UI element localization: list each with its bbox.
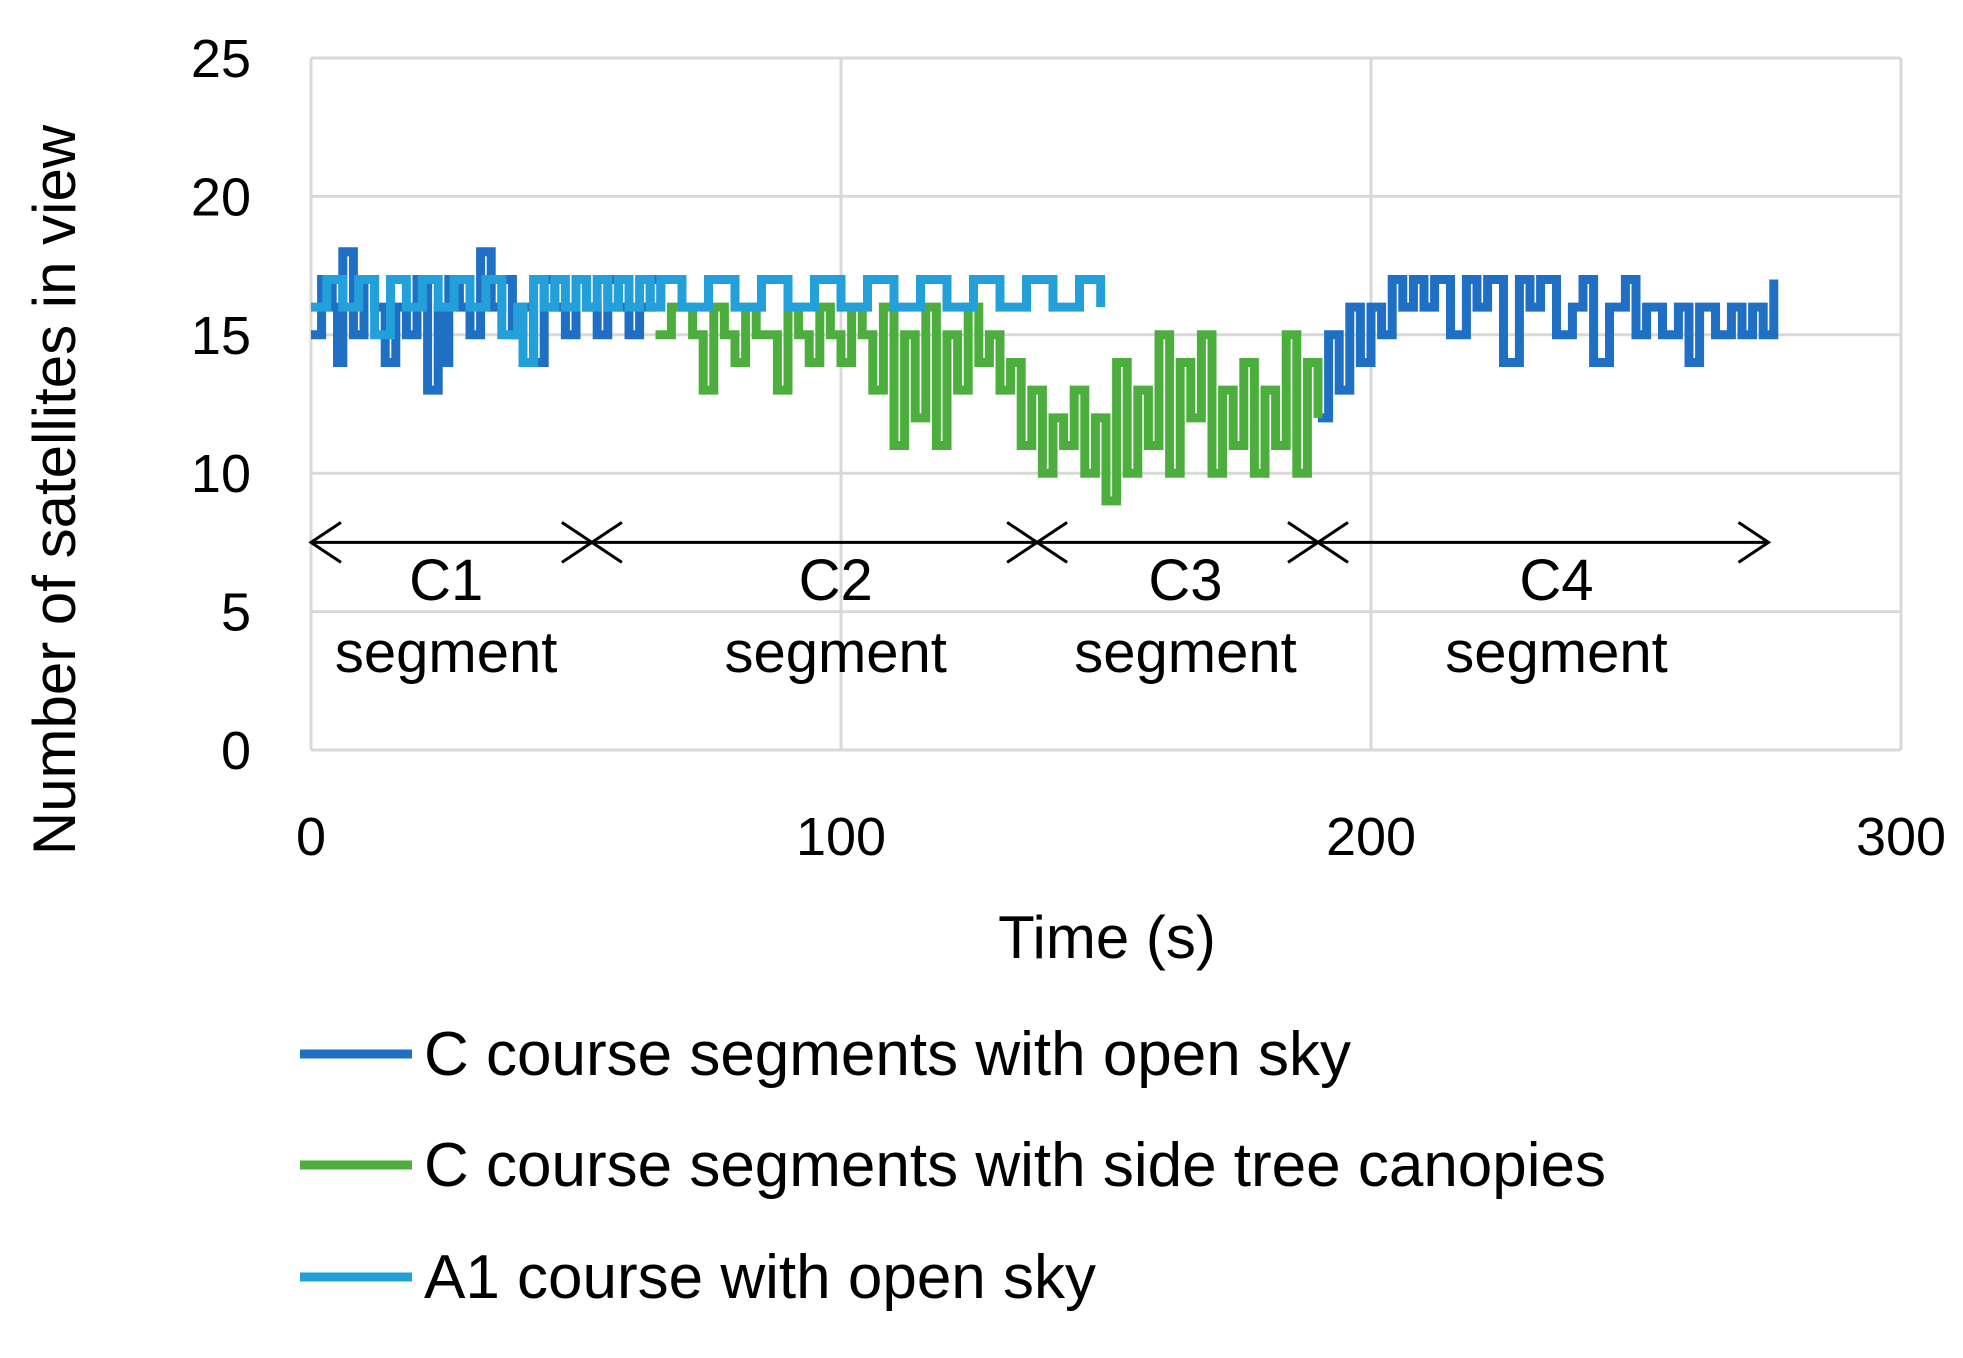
segment-sublabel: segment (724, 620, 946, 685)
segment-sublabel: segment (1445, 620, 1667, 685)
series-line (311, 274, 1106, 367)
segment-divider (1006, 521, 1068, 564)
x-tick-label: 300 (1856, 807, 1946, 867)
y-tick-label: 15 (191, 306, 251, 366)
legend-label: C course segments with open sky (424, 1020, 1351, 1089)
y-tick-label: 10 (191, 444, 251, 504)
x-tick-label: 200 (1326, 807, 1416, 867)
segment-sublabel: segment (335, 620, 557, 685)
x-axis-title: Time (s) (998, 904, 1216, 971)
y-tick-label: 25 (191, 29, 251, 89)
series-line (311, 247, 666, 395)
series-layer (311, 247, 1779, 506)
x-tick-label: 0 (296, 807, 326, 867)
segment-label: C1 (409, 548, 483, 613)
y-tick-label: 20 (191, 167, 251, 227)
y-tick-label: 0 (221, 721, 251, 781)
segment-label: C4 (1519, 548, 1593, 613)
x-tick-label: 100 (796, 807, 886, 867)
legend-label: C course segments with side tree canopie… (424, 1131, 1606, 1200)
arrowhead-left (308, 521, 342, 564)
arrowhead-right (1737, 521, 1772, 564)
segment-arrows: C1 segment C2 segment C3 segment C4 segment (308, 521, 1772, 685)
segment-sublabel: segment (1074, 620, 1296, 685)
y-tick-label: 5 (221, 583, 251, 643)
series-line (1318, 274, 1779, 423)
segment-label: C2 (799, 548, 873, 613)
ticks: 0 5 10 15 20 25 0 100 200 300 (191, 29, 1946, 867)
series-line (655, 302, 1323, 506)
segment-divider (1287, 521, 1349, 564)
legend-label: A1 course with open sky (424, 1243, 1096, 1312)
legend: C course segments with open sky C course … (300, 1020, 1606, 1312)
y-axis-title: Number of satellites in view (21, 124, 88, 855)
segment-label: C3 (1148, 548, 1222, 613)
segment-divider (561, 521, 623, 564)
